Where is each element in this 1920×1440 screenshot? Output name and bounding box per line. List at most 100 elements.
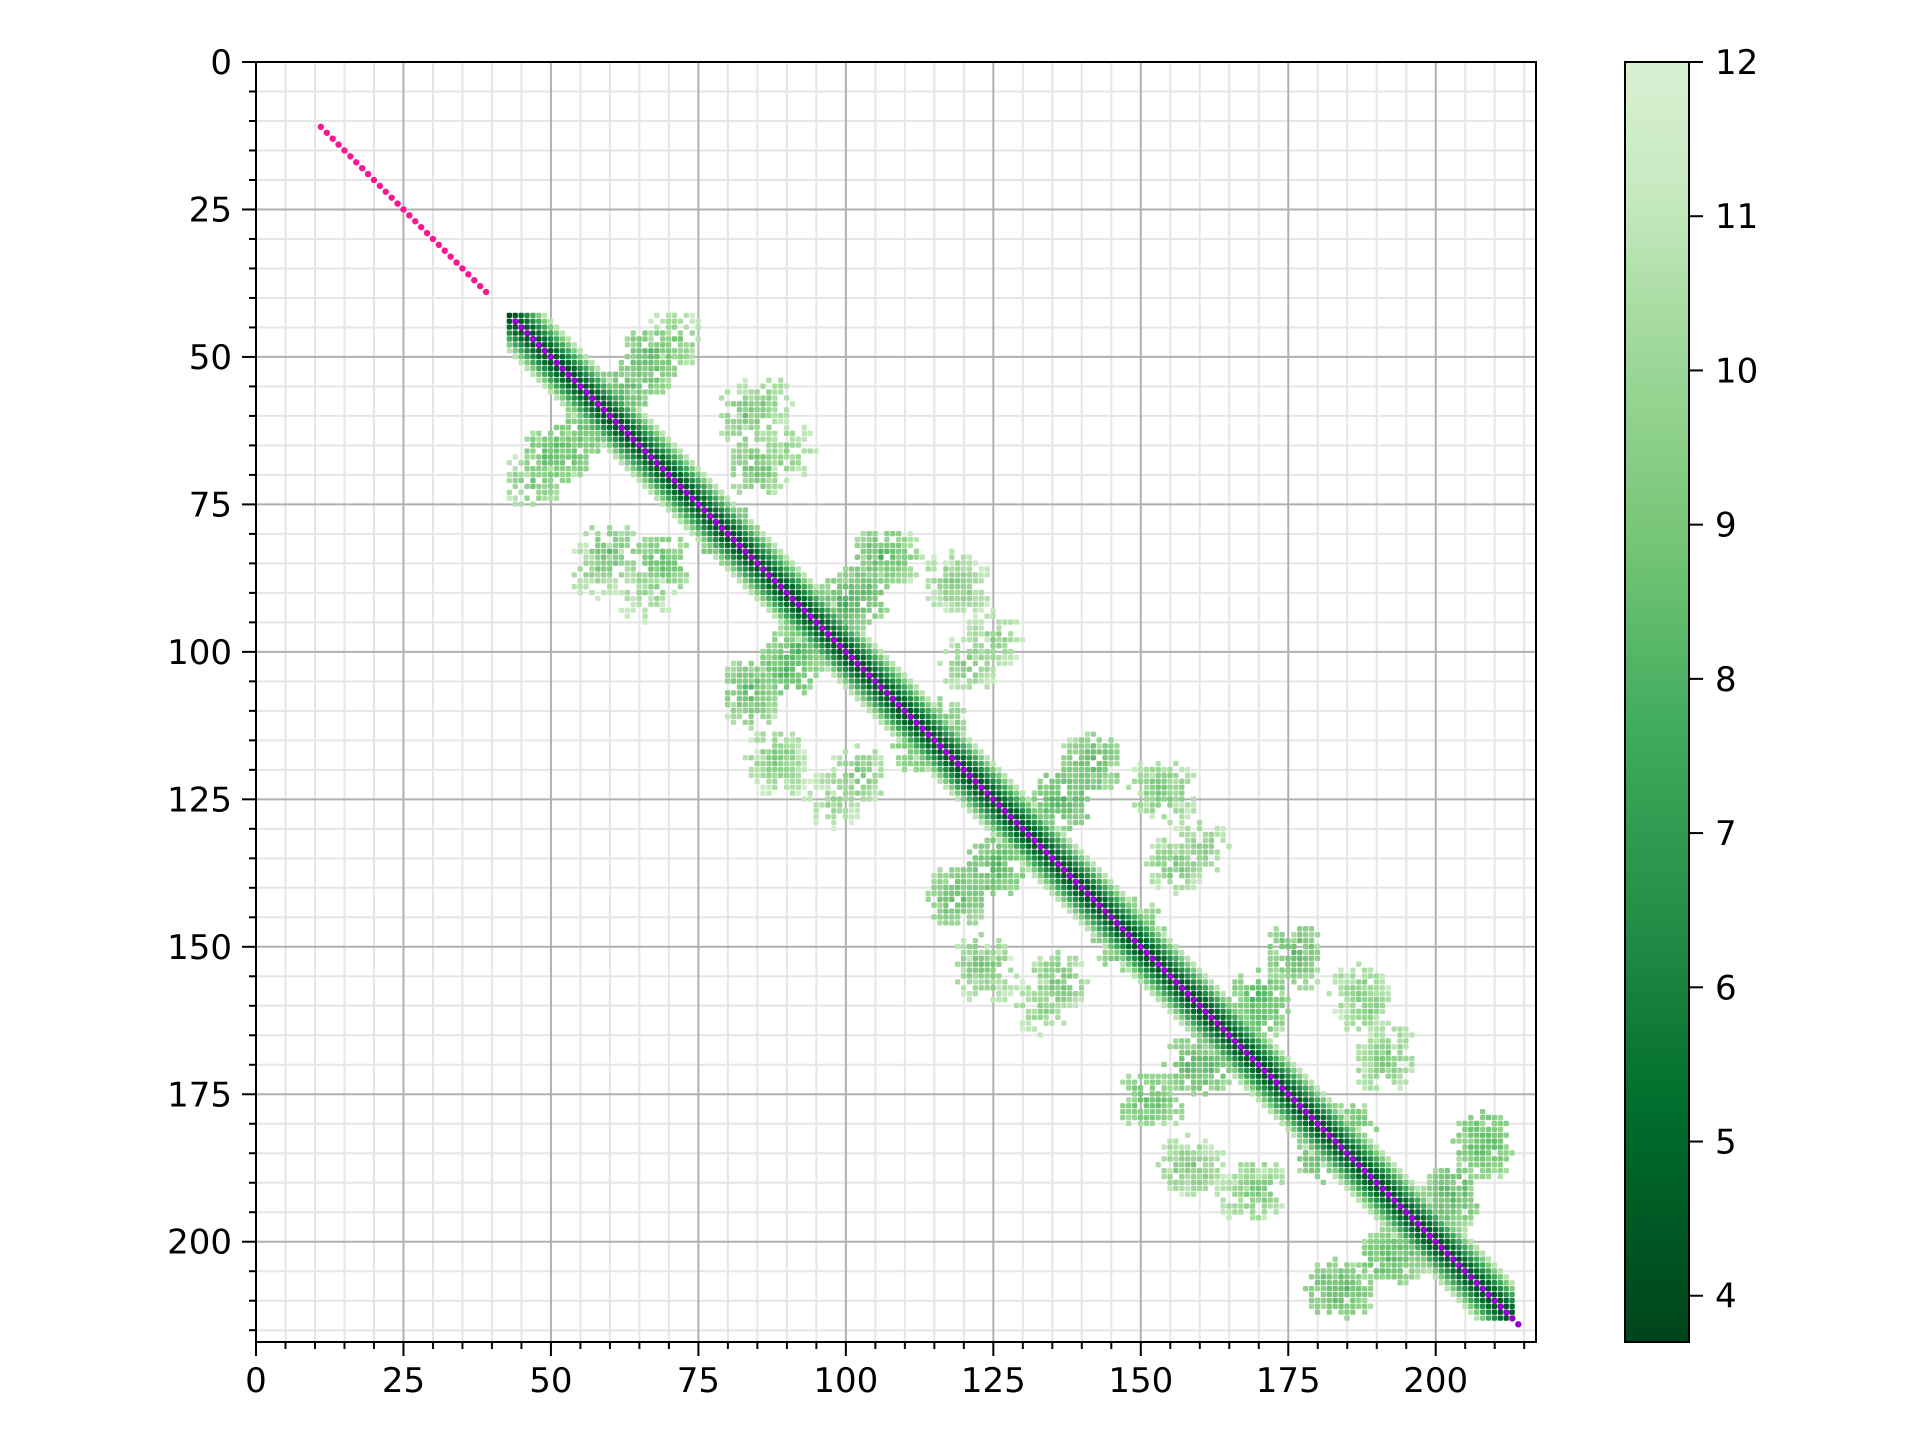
- heatmap-cell: [1273, 1091, 1279, 1097]
- heatmap-cell: [1208, 861, 1214, 867]
- heatmap-cell: [660, 436, 666, 442]
- heatmap-cell: [571, 466, 577, 472]
- heatmap-cell: [1361, 1109, 1368, 1115]
- heatmap-cell: [1202, 1079, 1209, 1085]
- heatmap-cell: [848, 631, 855, 637]
- heatmap-cell: [618, 395, 625, 401]
- heatmap-cell: [1391, 1055, 1397, 1062]
- heatmap-cell: [1403, 1079, 1409, 1085]
- heatmap-cell: [954, 778, 961, 784]
- heatmap-cell: [1120, 908, 1126, 914]
- heatmap-cell: [1350, 967, 1356, 973]
- heatmap-cell: [1179, 967, 1185, 973]
- heatmap-cell: [772, 613, 778, 619]
- heatmap-cell: [542, 353, 548, 360]
- heatmap-cell: [1043, 985, 1049, 991]
- heatmap-cell: [1361, 1250, 1368, 1256]
- heatmap-cell: [1167, 784, 1173, 790]
- heatmap-cell: [1279, 1073, 1285, 1079]
- heatmap-cell: [848, 772, 855, 779]
- heatmap-cell: [636, 578, 642, 584]
- heatmap-cell: [571, 401, 577, 407]
- heatmap-cell: [1244, 1079, 1250, 1085]
- heatmap-cell: [730, 466, 737, 472]
- heatmap-cell: [742, 507, 748, 513]
- heatmap-cell: [636, 436, 642, 442]
- heatmap-cell: [1356, 1126, 1362, 1133]
- heatmap-cell: [1202, 1156, 1209, 1162]
- heatmap-cell: [654, 342, 660, 348]
- heatmap-cell: [524, 353, 530, 360]
- heatmap-cell: [1279, 1067, 1285, 1074]
- heatmap-cell: [553, 489, 560, 495]
- heatmap-cell: [1061, 973, 1067, 979]
- heatmap-cell: [636, 454, 642, 460]
- heatmap-cell: [772, 772, 778, 779]
- heatmap-cell: [878, 572, 884, 578]
- heatmap-cell: [1037, 814, 1043, 820]
- heatmap-cell: [565, 442, 571, 448]
- heatmap-cell: [1314, 1126, 1321, 1133]
- heatmap-cell: [577, 412, 583, 419]
- heatmap-cell: [984, 778, 990, 784]
- heatmap-cell: [966, 619, 973, 625]
- heatmap-cell: [972, 672, 978, 678]
- heatmap-cell: [795, 737, 802, 743]
- heatmap-cell: [1143, 784, 1150, 790]
- heatmap-cell: [1391, 1244, 1397, 1250]
- heatmap-cell: [1385, 1262, 1391, 1268]
- heatmap-cell: [1155, 1114, 1161, 1121]
- heatmap-cell: [1037, 837, 1043, 843]
- heatmap-cell: [966, 743, 973, 749]
- heatmap-cell: [984, 961, 990, 967]
- heatmap-cell: [1173, 949, 1179, 956]
- heatmap-cell: [1367, 1179, 1374, 1186]
- heatmap-cell: [559, 430, 566, 436]
- heatmap-cell: [901, 755, 908, 761]
- heatmap-cell: [913, 572, 920, 578]
- heatmap-cell: [772, 477, 778, 484]
- heatmap-cell: [766, 648, 772, 655]
- heatmap-cell: [984, 684, 990, 690]
- heatmap-cell: [1155, 937, 1161, 944]
- heatmap-cell: [978, 631, 984, 637]
- heatmap-cell: [1202, 973, 1209, 979]
- heatmap-cell: [1503, 1132, 1509, 1138]
- heatmap-cell: [1232, 1179, 1238, 1186]
- heatmap-cell: [1491, 1315, 1498, 1321]
- heatmap-cell: [878, 660, 884, 667]
- heatmap-cell: [654, 471, 660, 478]
- heatmap-cell: [996, 955, 1002, 961]
- heatmap-cell: [1291, 1073, 1297, 1079]
- heatmap-cell: [1131, 926, 1138, 932]
- heatmap-cell: [837, 666, 843, 672]
- heatmap-cell: [1491, 1268, 1498, 1274]
- heatmap-cell: [553, 466, 560, 472]
- heatmap-cell: [1344, 1109, 1350, 1115]
- heatmap-cell: [565, 466, 571, 472]
- heatmap-cell: [1126, 896, 1132, 902]
- heatmap-cell: [1090, 784, 1096, 790]
- heatmap-cell: [1155, 855, 1161, 861]
- heatmap-cell: [1367, 1185, 1374, 1191]
- heatmap-cell: [1002, 637, 1008, 643]
- heatmap-cell: [624, 530, 630, 537]
- heatmap-cell: [1008, 654, 1014, 661]
- heatmap-cell: [742, 719, 748, 726]
- heatmap-cell: [648, 460, 654, 466]
- heatmap-cell: [1179, 1014, 1185, 1020]
- heatmap-cell: [984, 837, 990, 843]
- heatmap-cell: [1261, 985, 1268, 991]
- heatmap-cell: [1202, 1014, 1209, 1020]
- heatmap-cell: [1185, 802, 1191, 808]
- heatmap-cell: [1232, 1061, 1238, 1068]
- heatmap-cell: [772, 690, 778, 696]
- heatmap-cell: [1479, 1114, 1486, 1121]
- heatmap-cell: [778, 572, 784, 578]
- heatmap-cell: [1367, 973, 1374, 979]
- heatmap-cell: [1249, 1020, 1256, 1026]
- heatmap-cell: [819, 584, 825, 590]
- heatmap-cell: [954, 648, 961, 655]
- heatmap-cell: [1450, 1191, 1456, 1197]
- heatmap-cell: [1344, 1014, 1350, 1020]
